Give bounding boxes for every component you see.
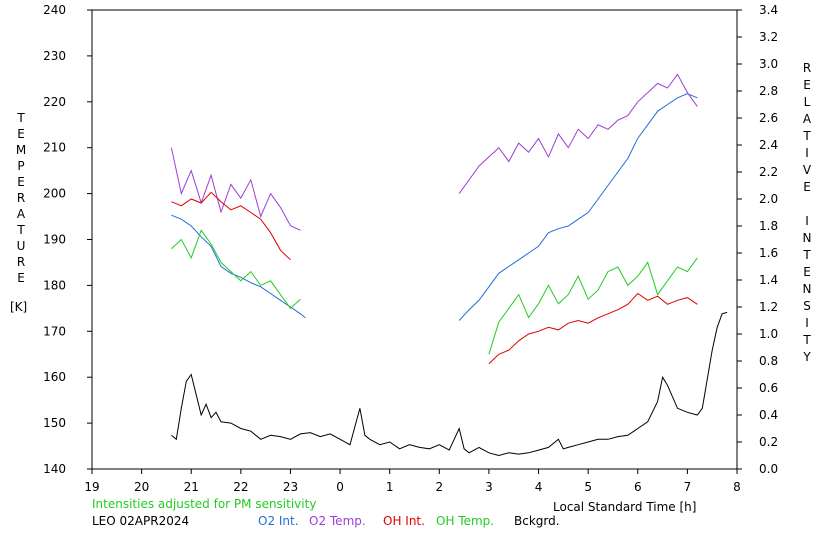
axis-ticks: 19 20 21 22 23 0 1 2 3 4 5 6 7 8140150160170180190200…: [43, 3, 778, 494]
right-tick-label: 2.8: [759, 84, 778, 98]
x-tick-label: 22: [233, 480, 248, 494]
series-oh-int-line: [488, 292, 698, 365]
series-o2-int-line: [171, 214, 306, 319]
left-tick-label: 170: [43, 324, 66, 338]
left-tick-label: 210: [43, 141, 66, 155]
series-o2-temp-line: [170, 147, 301, 231]
legend-bckgrd: Bckgrd.: [514, 514, 560, 528]
x-tick-label: 5: [584, 480, 592, 494]
right-tick-label: 1.4: [759, 273, 778, 287]
series-oh-temp-line: [488, 257, 698, 355]
x-tick-label: 0: [336, 480, 344, 494]
x-tick-label: 1: [386, 480, 394, 494]
left-axis-unit: [K]: [10, 300, 28, 314]
legend-oh-temp: OH Temp.: [436, 514, 495, 528]
right-tick-label: 1.2: [759, 300, 778, 314]
right-tick-label: 3.4: [759, 3, 778, 17]
x-tick-label: 6: [634, 480, 642, 494]
series-layer: [170, 73, 728, 457]
x-tick-label: 7: [684, 480, 692, 494]
right-tick-label: 0.6: [759, 381, 778, 395]
x-tick-label: 19: [84, 480, 99, 494]
series-o2-int-line: [458, 93, 698, 321]
right-tick-label: 2.6: [759, 111, 778, 125]
legend-o2-temp: O2 Temp.: [309, 514, 366, 528]
right-tick-label: 0.8: [759, 354, 778, 368]
x-tick-label: 20: [134, 480, 149, 494]
left-tick-label: 230: [43, 49, 66, 63]
left-tick-label: 220: [43, 95, 66, 109]
right-tick-label: 0.2: [759, 435, 778, 449]
x-axis-label: Local Standard Time [h]: [553, 500, 697, 514]
x-tick-label: 8: [733, 480, 741, 494]
left-tick-label: 240: [43, 3, 66, 17]
right-tick-label: 2.2: [759, 165, 778, 179]
left-tick-label: 150: [43, 416, 66, 430]
right-tick-label: 1.0: [759, 327, 778, 341]
station-label: LEO 02APR2024: [92, 514, 190, 528]
left-tick-label: 140: [43, 462, 66, 476]
x-tick-label: 21: [184, 480, 199, 494]
series-o2-temp-line: [458, 73, 698, 194]
left-tick-label: 160: [43, 370, 66, 384]
right-tick-label: 3.2: [759, 30, 778, 44]
right-tick-label: 1.8: [759, 219, 778, 233]
right-tick-label: 3.0: [759, 57, 778, 71]
x-tick-label: 2: [435, 480, 443, 494]
right-tick-label: 0.4: [759, 408, 778, 422]
left-tick-label: 200: [43, 187, 66, 201]
series-oh-temp-line: [171, 229, 301, 310]
x-tick-label: 3: [485, 480, 493, 494]
legend-o2-int: O2 Int.: [258, 514, 299, 528]
series-oh-int-line: [171, 191, 291, 261]
left-tick-label: 190: [43, 233, 66, 247]
pm-note: Intensities adjusted for PM sensitivity: [92, 497, 317, 511]
left-tick-label: 180: [43, 278, 66, 292]
series-bckgrd-line: [171, 311, 728, 457]
x-tick-label: 4: [535, 480, 543, 494]
right-tick-label: 1.6: [759, 246, 778, 260]
right-tick-label: 2.4: [759, 138, 778, 152]
right-tick-label: 2.0: [759, 192, 778, 206]
right-tick-label: 0.0: [759, 462, 778, 476]
plot-frame: [91, 9, 738, 470]
legend-oh-int: OH Int.: [383, 514, 425, 528]
x-tick-label: 23: [283, 480, 298, 494]
